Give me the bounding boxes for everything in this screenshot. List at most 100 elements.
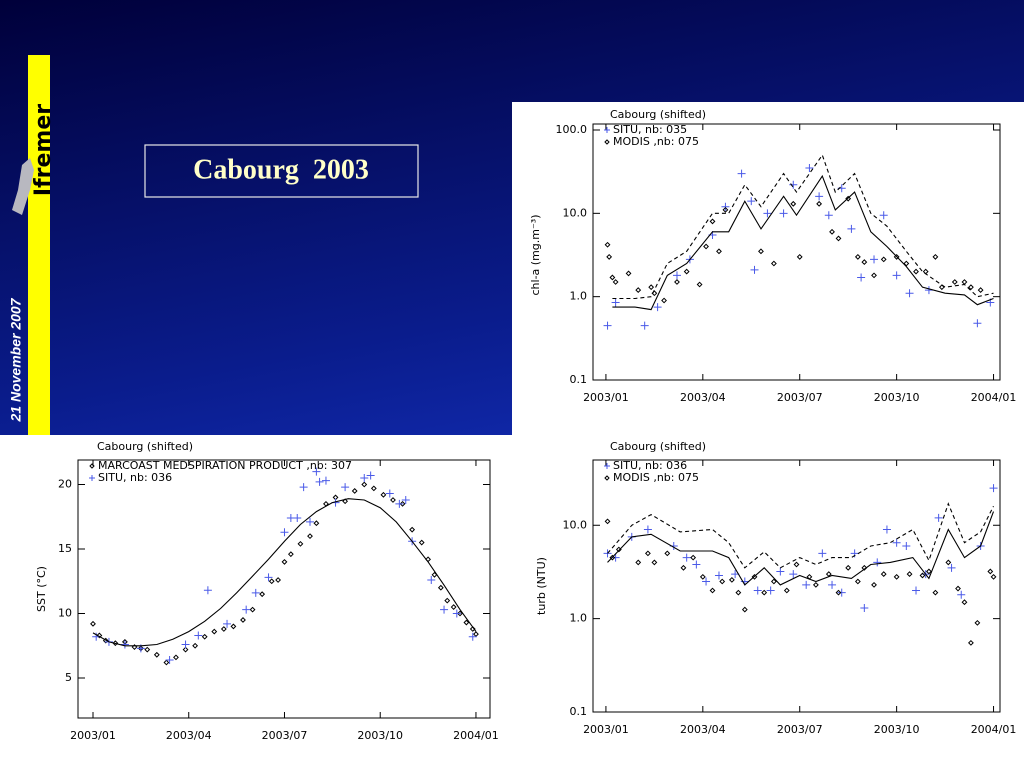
data-point bbox=[306, 517, 315, 526]
data-point bbox=[625, 270, 632, 277]
data-point bbox=[249, 606, 256, 613]
data-point bbox=[955, 585, 961, 592]
slide-title: Cabourg 2003 bbox=[193, 154, 369, 185]
data-point bbox=[268, 578, 275, 585]
data-point bbox=[880, 256, 887, 263]
data-point bbox=[648, 284, 655, 291]
data-point bbox=[796, 253, 803, 260]
data-point bbox=[879, 211, 888, 220]
data-point bbox=[938, 284, 945, 291]
data-point bbox=[989, 484, 998, 493]
data-point bbox=[606, 253, 613, 260]
chart: Cabourg (shifted) chl-a (mg.m⁻³) 2003/01 20… bbox=[512, 102, 1024, 435]
data-point bbox=[871, 272, 877, 279]
x-tick-label: 2003/10 bbox=[874, 391, 920, 404]
data-point bbox=[815, 192, 824, 201]
data-point bbox=[351, 488, 358, 494]
data-point bbox=[837, 588, 846, 597]
data-point bbox=[783, 587, 790, 594]
data-point bbox=[321, 476, 330, 485]
data-point bbox=[230, 623, 237, 630]
data-point bbox=[452, 609, 461, 618]
data-point bbox=[609, 274, 616, 281]
x-tick-label: 2004/01 bbox=[453, 729, 499, 742]
data-point bbox=[812, 581, 819, 588]
data-point bbox=[770, 260, 777, 267]
data-point bbox=[703, 243, 709, 250]
data-point bbox=[892, 538, 901, 547]
data-point bbox=[968, 284, 974, 291]
data-point bbox=[871, 581, 877, 588]
legend-label: SITU, nb: 036 bbox=[613, 459, 687, 472]
x-tick-label: 2003/04 bbox=[680, 391, 726, 404]
data-point bbox=[805, 163, 814, 172]
data-point bbox=[873, 558, 882, 567]
data-point bbox=[427, 575, 436, 584]
data-point bbox=[163, 659, 170, 666]
data-point bbox=[120, 640, 129, 649]
data-point bbox=[818, 549, 827, 558]
x-tick-label: 2003/07 bbox=[777, 723, 823, 736]
data-point bbox=[468, 632, 477, 641]
data-point bbox=[903, 260, 910, 267]
data-point bbox=[912, 586, 921, 595]
legend-symbol bbox=[604, 139, 610, 145]
data-point bbox=[395, 499, 404, 508]
data-point bbox=[835, 235, 842, 242]
data-point bbox=[825, 571, 832, 577]
x-tick-label: 2004/01 bbox=[971, 391, 1017, 404]
data-point bbox=[242, 605, 251, 614]
data-point bbox=[611, 298, 620, 307]
plot-frame bbox=[592, 459, 1001, 713]
chart-title: Cabourg (shifted) bbox=[610, 108, 706, 121]
data-point bbox=[181, 640, 190, 649]
data-point bbox=[854, 253, 861, 260]
data-point bbox=[857, 273, 866, 282]
data-point bbox=[220, 626, 227, 632]
data-point bbox=[699, 573, 706, 580]
data-point bbox=[947, 563, 956, 572]
title-box bbox=[144, 144, 419, 198]
x-tick-label: 2004/01 bbox=[971, 723, 1017, 736]
data-point bbox=[714, 571, 723, 580]
data-point bbox=[473, 631, 479, 638]
data-point bbox=[201, 633, 208, 640]
data-point bbox=[835, 589, 842, 596]
series-line bbox=[607, 511, 995, 586]
data-point bbox=[299, 483, 308, 492]
data-point bbox=[664, 550, 671, 557]
data-point bbox=[905, 289, 914, 298]
logo-bar bbox=[28, 55, 50, 435]
data-point bbox=[758, 248, 764, 255]
data-point bbox=[913, 268, 919, 275]
y-tick-label: 10 bbox=[58, 607, 72, 620]
data-point bbox=[893, 573, 900, 580]
legend-label: SITU, nb: 035 bbox=[613, 123, 687, 136]
data-point bbox=[793, 561, 800, 568]
series-line bbox=[612, 153, 994, 300]
data-point bbox=[173, 654, 179, 661]
data-point bbox=[437, 584, 444, 591]
data-point bbox=[735, 589, 742, 596]
data-point bbox=[892, 271, 901, 280]
slide-date: 21 November 2007 bbox=[8, 297, 24, 422]
data-point bbox=[692, 560, 701, 569]
data-point bbox=[789, 570, 798, 579]
data-point bbox=[845, 564, 852, 571]
data-point bbox=[609, 554, 616, 561]
data-point bbox=[861, 259, 868, 265]
data-point bbox=[341, 483, 350, 492]
x-tick-label: 2003/01 bbox=[583, 391, 629, 404]
data-point bbox=[932, 589, 939, 596]
data-point bbox=[690, 554, 697, 561]
y-tick-label: 10.0 bbox=[563, 206, 588, 219]
data-point bbox=[450, 604, 457, 610]
data-point bbox=[672, 271, 681, 280]
data-point bbox=[469, 626, 476, 632]
data-point bbox=[223, 619, 232, 628]
series-line bbox=[607, 502, 994, 569]
legend-label: MARCOAST MEDSPIRATION PRODUCT ,nb: 307 bbox=[98, 459, 352, 472]
data-point bbox=[919, 572, 926, 579]
data-point bbox=[211, 628, 218, 635]
